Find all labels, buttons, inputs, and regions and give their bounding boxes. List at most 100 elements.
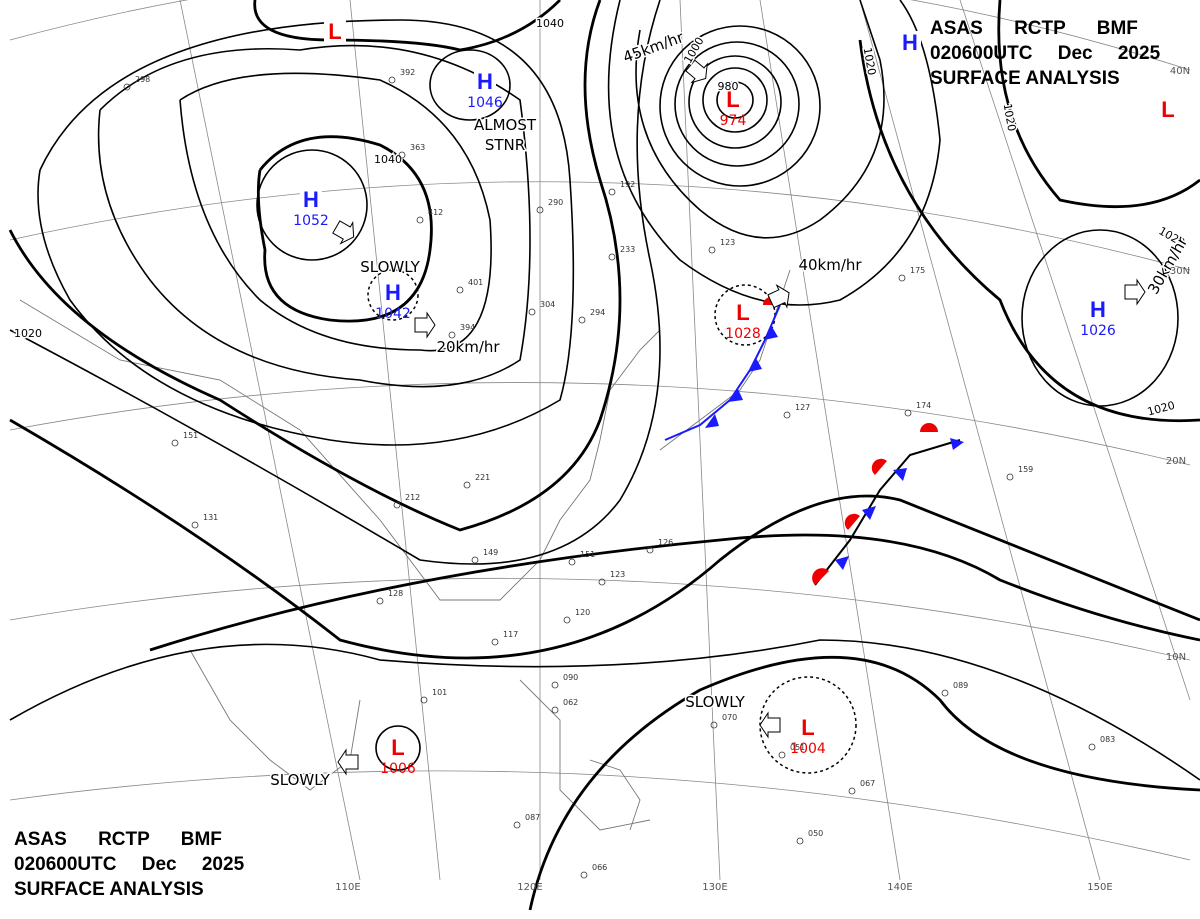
station-circle [904, 409, 912, 417]
header-line: 020600UTC Dec 2025 [930, 43, 1161, 64]
center-box [1087, 298, 1109, 320]
stationary-front [814, 439, 961, 586]
annotation: 20km/hr [436, 338, 500, 356]
station-circle [420, 696, 428, 704]
center-letter: L [736, 300, 749, 325]
station-pressure: 101 [432, 688, 447, 697]
center-pressure: 1006 [380, 761, 416, 777]
station-pressure: 151 [183, 431, 198, 440]
annotation: SLOWLY [685, 693, 745, 711]
center-box [474, 70, 496, 92]
station-pressure: 401 [468, 278, 483, 287]
station-pressure: 294 [590, 308, 605, 317]
station-pressure: 131 [203, 513, 218, 522]
station-pressure: 126 [658, 538, 673, 547]
station-pressure: 290 [548, 198, 563, 207]
motion-arrows [332, 59, 1146, 776]
center-pressure: 974 [720, 113, 747, 129]
station-pressure: 120 [575, 608, 590, 617]
center-box [899, 31, 921, 53]
station-pressure: 067 [860, 779, 875, 788]
station-pressure: 127 [795, 403, 810, 412]
front-triangles [835, 438, 964, 570]
longitude-label: 120E [517, 882, 542, 893]
station-pressure: 062 [563, 698, 578, 707]
station-circle [171, 439, 179, 447]
center-box [300, 188, 322, 210]
header-top: ASAS RCTP BMF 020600UTC Dec 2025 SURFACE… [930, 18, 1161, 89]
center-pressure: 1028 [725, 326, 761, 342]
station-pressure: 070 [722, 713, 737, 722]
station-circle [783, 411, 791, 419]
center-box [324, 20, 346, 42]
station-circle [1006, 473, 1014, 481]
station-circle [580, 871, 588, 879]
center-letter: H [1090, 297, 1106, 322]
station-circle [796, 837, 804, 845]
isobar-label: 1040 [374, 153, 402, 166]
center-box [1157, 98, 1179, 120]
annotation: 40km/hr [798, 256, 862, 274]
center-box [797, 716, 819, 738]
station-circle [608, 253, 616, 261]
center-box [722, 88, 744, 110]
station-pressure: 083 [1100, 735, 1115, 744]
center-box [382, 281, 404, 303]
latitude-label: 40N [1170, 66, 1190, 77]
station-circle [608, 188, 616, 196]
station-circle [1088, 743, 1096, 751]
station-circle [598, 578, 606, 586]
station-pressure: 087 [525, 813, 540, 822]
station-circle [710, 721, 718, 729]
station-pressure: 066 [592, 863, 607, 872]
station-circle [513, 821, 521, 829]
station-pressure: 123 [720, 238, 735, 247]
station-pressure: 363 [410, 143, 425, 152]
center-pressure: 1004 [790, 741, 826, 757]
isobars [8, 0, 1200, 911]
longitude-label: 140E [887, 882, 912, 893]
annotation: STNR [485, 136, 525, 154]
station-pressure: 051 [790, 743, 805, 752]
station-pressure: 050 [808, 829, 823, 838]
header-line: ASAS RCTP BMF [14, 829, 222, 850]
header-line: SURFACE ANALYSIS [14, 879, 204, 900]
station-circle [388, 76, 396, 84]
station-pressure: 394 [460, 323, 475, 332]
station-circle [416, 216, 424, 224]
station-pressure: 392 [400, 68, 415, 77]
center-letter: L [328, 19, 341, 44]
header-line: SURFACE ANALYSIS [930, 68, 1120, 89]
longitude-label: 130E [702, 882, 727, 893]
station-circle [528, 308, 536, 316]
station-pressure: 175 [910, 266, 925, 275]
center-pressure: 1052 [293, 213, 329, 229]
center-letter: L [1161, 97, 1174, 122]
center-letter: H [303, 187, 319, 212]
station-pressure: 212 [405, 493, 420, 502]
station-circle [123, 83, 131, 91]
center-letter: L [801, 715, 814, 740]
center-letter: L [391, 735, 404, 760]
latitude-label: 10N [1166, 652, 1186, 663]
station-circle [551, 706, 559, 714]
center-box [387, 736, 409, 758]
station-circle [848, 787, 856, 795]
station-circle [456, 286, 464, 294]
isobar-label: 980 [718, 80, 739, 93]
station-circle [393, 501, 401, 509]
station-pressure: 123 [610, 570, 625, 579]
station-pressure: 149 [483, 548, 498, 557]
station-circle [398, 151, 406, 159]
station-circle [463, 481, 471, 489]
station-circle [471, 556, 479, 564]
station-circle [708, 246, 716, 254]
header-line: 020600UTC Dec 2025 [14, 854, 245, 875]
station-pressure: 298 [135, 75, 150, 84]
header-line: ASAS RCTP BMF [930, 18, 1138, 39]
latitude-label: 30N [1170, 266, 1190, 277]
station-circle [578, 316, 586, 324]
station-circle [376, 597, 384, 605]
station-circle [898, 274, 906, 282]
